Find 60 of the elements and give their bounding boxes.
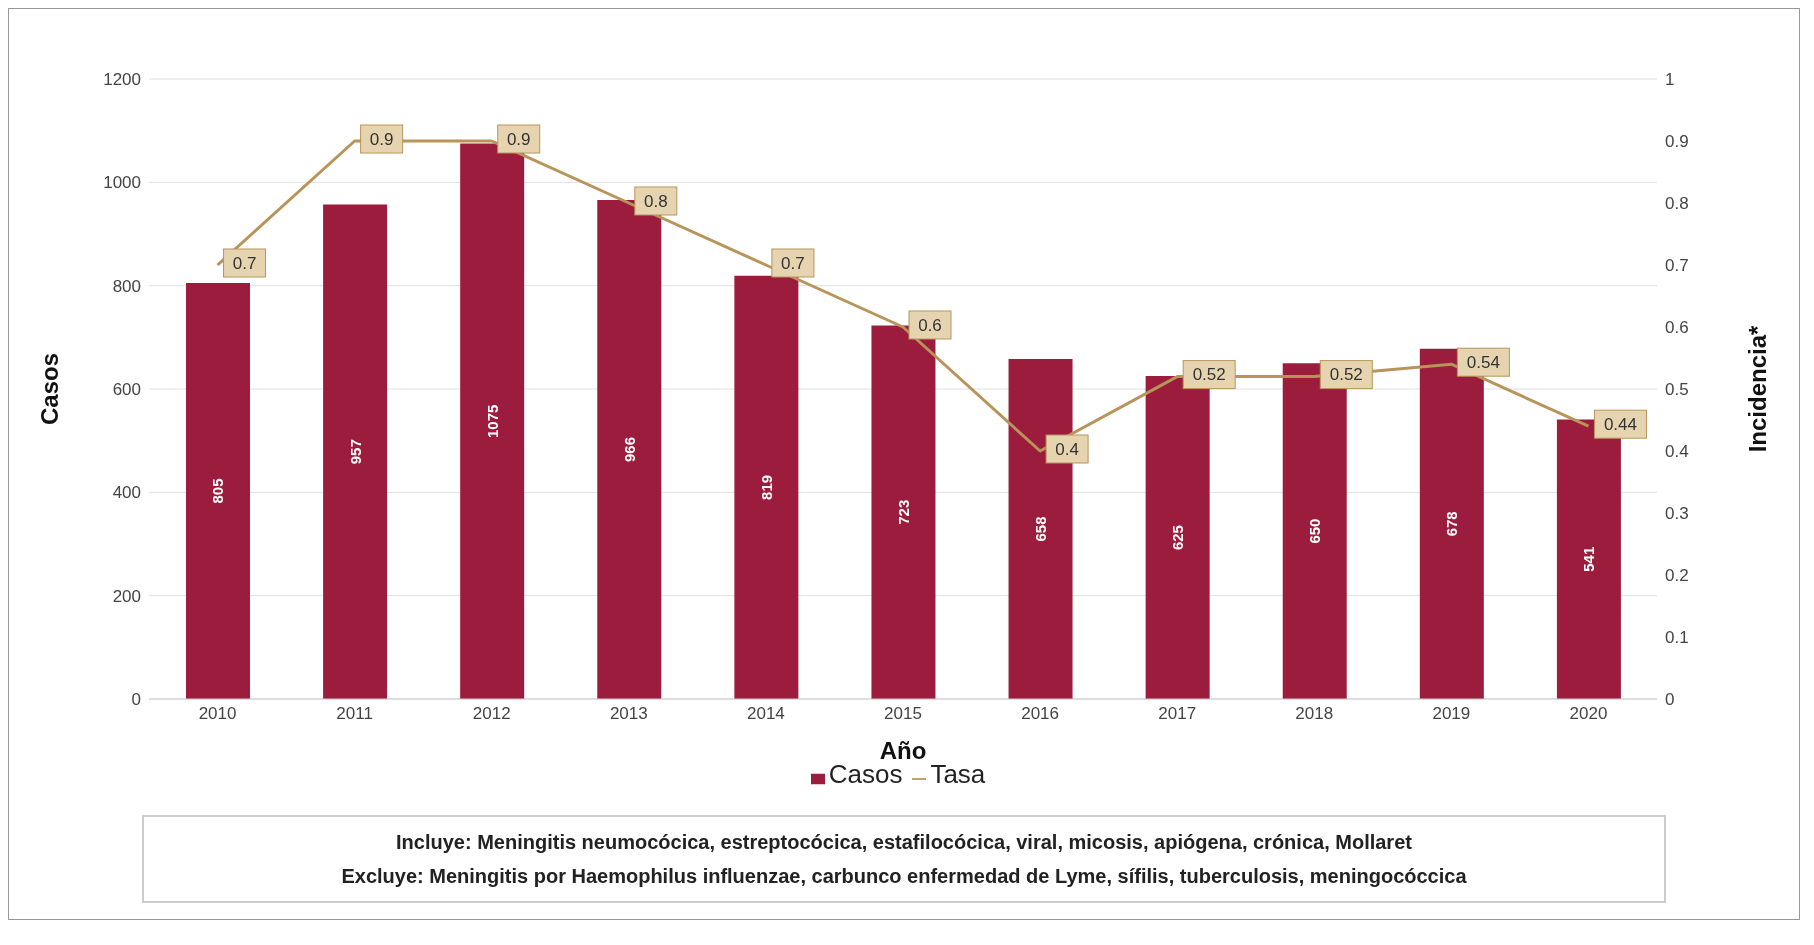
x-tick-label: 2010 [198,704,237,724]
bar [323,204,388,699]
text: Excluye: Meningitis por Haemophilus influenzae, carbunco enfermedad de Lyme, sífilis, tuberculosis, meningocóccica [340,864,1468,889]
y2-tick-label: 0.6 [1665,318,1689,338]
data-label: 625 [1169,525,1187,551]
data-label: 658 [1032,516,1050,542]
y2-axis-title: Incidencia* [1743,324,1771,453]
x-tick-label: 2013 [609,704,648,724]
data-label: 0.52 [1192,365,1226,385]
data-label: 0.8 [644,191,668,211]
data-label: 819 [757,474,775,500]
x-tick-label: 2017 [1158,704,1197,724]
y-tick-label: 200 [112,586,141,606]
data-label: 0.7 [232,253,257,273]
data-label: 541 [1580,546,1598,572]
data-label: 0.54 [1466,352,1500,372]
data-label: 0.4 [1055,439,1079,459]
y-tick-label: 400 [112,483,141,503]
y-axis-title: Casos [35,352,63,426]
x-tick-label: 2020 [1569,704,1608,724]
data-label: 0.9 [506,129,531,149]
bar [460,143,525,699]
y-tick-label: 600 [112,380,141,400]
y-tick-label: 1200 [103,70,141,90]
y2-tick-label: 0.7 [1665,256,1689,276]
bar [734,275,799,699]
x-tick-label: 2014 [747,704,785,724]
data-label: 678 [1443,511,1461,537]
data-label: 0.52 [1329,365,1363,385]
data-label: 966 [620,436,638,462]
data-label: 0.6 [918,315,942,335]
legend-label: Tasa [930,759,986,789]
y2-tick-label: 0.2 [1665,566,1689,586]
x-tick-label: 2018 [1295,704,1334,724]
x-tick-label: 2011 [336,704,373,724]
y-tick-label: 800 [112,276,141,296]
y2-tick-label: 0 [1665,690,1675,710]
y-tick-label: 0 [131,690,141,710]
y2-tick-label: 0.1 [1665,628,1689,648]
data-label: 1075 [483,404,501,438]
x-tick-label: 2012 [472,704,511,724]
y2-tick-label: 0.5 [1665,380,1689,400]
y2-tick-label: 0.4 [1665,442,1689,462]
y-tick-label: 1000 [103,173,141,193]
data-label: 957 [346,439,364,465]
x-tick-label: 2019 [1432,704,1471,724]
data-label: 723 [894,499,912,525]
data-label: 805 [209,478,227,504]
y2-tick-label: 1 [1665,70,1675,90]
data-label: 0.44 [1603,414,1637,434]
data-label: 0.7 [781,253,805,273]
x-tick-label: 2016 [1021,704,1060,724]
text: Incluye: Meningitis neumocócica, estreptocócica, estafilocócica, viral, micosis, apiógena, crónica, Mollaret [395,830,1413,855]
y2-tick-label: 0.9 [1665,132,1689,152]
data-label: 0.9 [369,129,394,149]
data-label: 650 [1306,518,1324,544]
y2-tick-label: 0.8 [1665,194,1689,214]
x-tick-label: 2015 [884,704,922,724]
bar [186,283,250,699]
y2-tick-label: 0.3 [1665,504,1689,524]
